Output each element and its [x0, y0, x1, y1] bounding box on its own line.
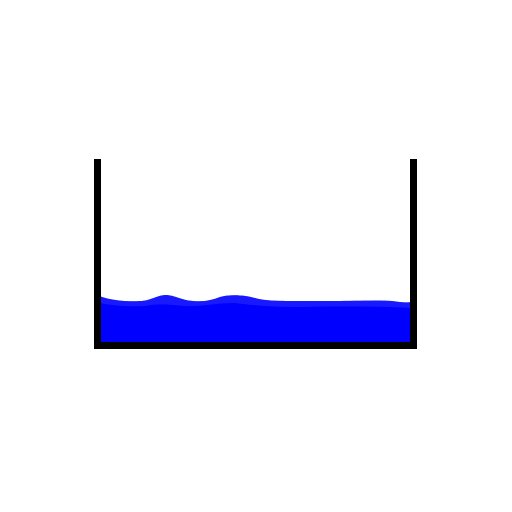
tank-right-wall [410, 159, 417, 349]
tank-bottom-wall [94, 342, 417, 349]
tank-left-wall [94, 159, 101, 349]
water-body [99, 295, 411, 342]
water-surface [99, 295, 411, 308]
